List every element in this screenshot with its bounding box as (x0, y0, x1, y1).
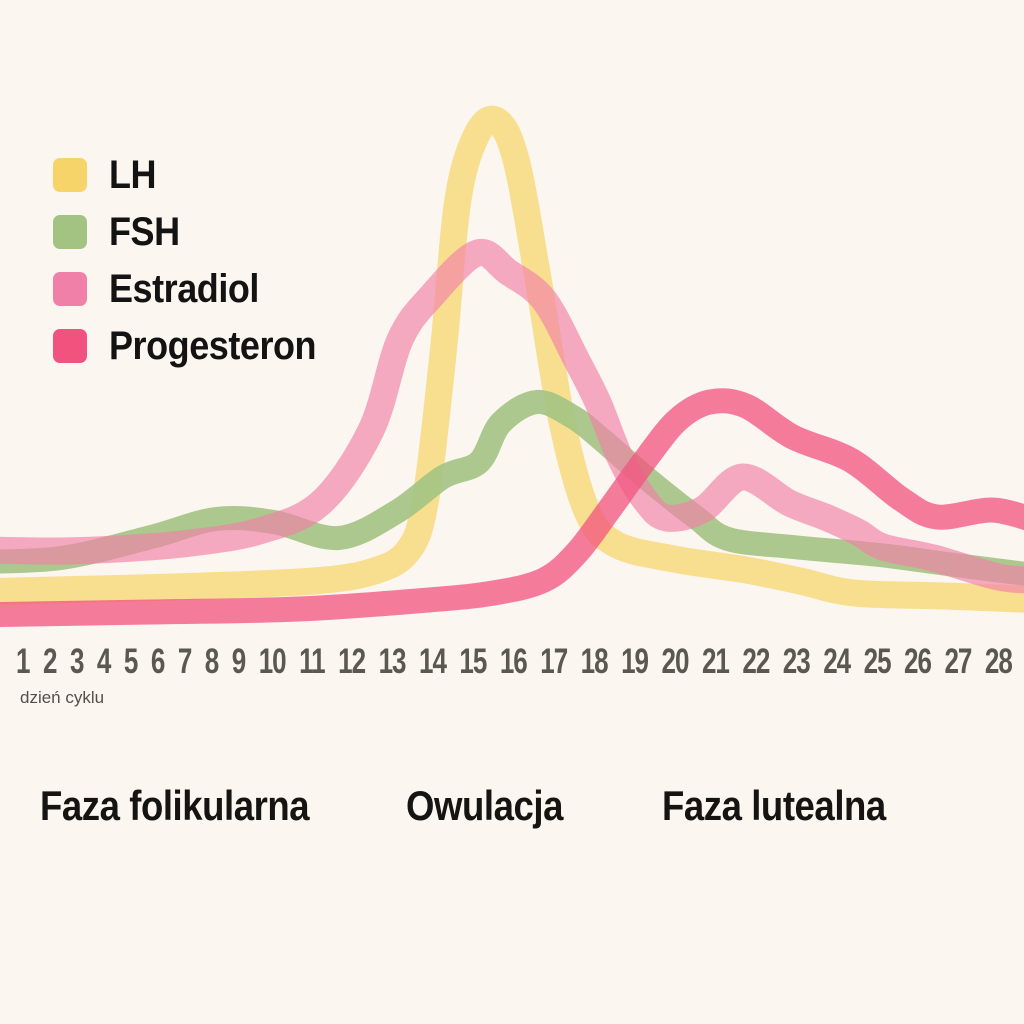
day-tick-28: 28 (984, 640, 1013, 681)
axis-caption: dzień cyklu (20, 688, 105, 707)
day-tick-9: 9 (231, 640, 247, 681)
day-tick-7: 7 (177, 640, 193, 681)
day-tick-21: 21 (701, 640, 730, 681)
day-tick-6: 6 (150, 640, 166, 681)
legend-swatch-fsh (53, 215, 87, 249)
legend-label-estradiol: Estradiol (109, 266, 259, 311)
day-axis: 1 2 3 4 5 6 7 8 9 10 11 12 13 14 15 16 17 18 19 20 21 22 23 24 2… (0, 640, 1024, 681)
day-tick-2: 2 (42, 640, 58, 681)
day-tick-17: 17 (540, 640, 568, 681)
day-tick-23: 23 (782, 640, 811, 681)
legend-item-lh: LH (53, 153, 339, 197)
phase-label-luteal: Faza lutealna (662, 782, 886, 829)
legend-item-progesteron: Progesteron (53, 324, 339, 368)
curve-lh (0, 105, 1024, 613)
day-tick-25: 25 (863, 640, 892, 681)
phase-label-follicular: Faza folikularna (40, 782, 310, 829)
day-tick-15: 15 (459, 640, 487, 681)
legend-label-progesteron: Progesteron (109, 323, 317, 368)
hormone-chart (0, 105, 1024, 628)
day-tick-8: 8 (204, 640, 220, 681)
day-tick-24: 24 (823, 640, 851, 681)
day-tick-13: 13 (378, 640, 407, 681)
day-tick-27: 27 (944, 640, 972, 681)
day-tick-4: 4 (96, 640, 112, 681)
legend-swatch-progesteron (53, 329, 87, 363)
day-tick-12: 12 (338, 640, 366, 681)
day-tick-18: 18 (580, 640, 609, 681)
day-tick-11: 11 (299, 640, 325, 681)
curve-progesteron (0, 388, 1024, 628)
day-tick-14: 14 (418, 640, 447, 681)
legend-swatch-estradiol (53, 272, 87, 306)
legend-item-estradiol: Estradiol (53, 267, 339, 311)
legend-label-fsh: FSH (109, 209, 180, 254)
phase-label-ovulation: Owulacja (406, 782, 563, 829)
day-tick-3: 3 (69, 640, 85, 681)
day-tick-16: 16 (499, 640, 528, 681)
day-tick-10: 10 (258, 640, 287, 681)
legend: LH FSH Estradiol Progesteron (53, 153, 339, 386)
curve-estradiol (0, 239, 1024, 594)
day-tick-20: 20 (661, 640, 690, 681)
curve-fsh (0, 390, 1024, 586)
legend-swatch-lh (53, 158, 87, 192)
day-tick-19: 19 (621, 640, 649, 681)
legend-item-fsh: FSH (53, 210, 339, 254)
day-tick-5: 5 (123, 640, 139, 681)
day-tick-1: 1 (16, 640, 31, 681)
day-tick-22: 22 (742, 640, 770, 681)
legend-label-lh: LH (109, 152, 157, 197)
day-tick-26: 26 (904, 640, 932, 681)
